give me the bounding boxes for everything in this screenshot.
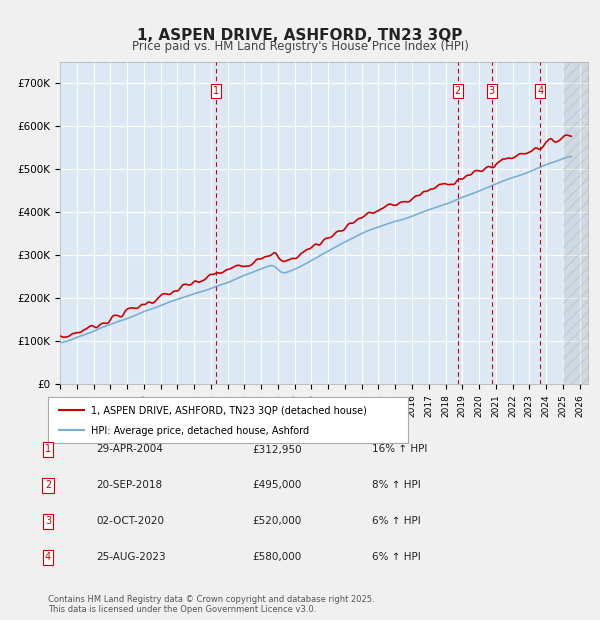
Text: £312,950: £312,950 [252,445,302,454]
Text: 16% ↑ HPI: 16% ↑ HPI [372,445,427,454]
Text: 2: 2 [45,480,51,490]
Text: 2: 2 [454,86,461,96]
Text: Price paid vs. HM Land Registry's House Price Index (HPI): Price paid vs. HM Land Registry's House … [131,40,469,53]
Text: 4: 4 [537,86,543,96]
Text: 1: 1 [214,86,220,96]
Text: HPI: Average price, detached house, Ashford: HPI: Average price, detached house, Ashf… [91,426,310,436]
Text: £495,000: £495,000 [252,480,301,490]
Text: 4: 4 [45,552,51,562]
Text: 1, ASPEN DRIVE, ASHFORD, TN23 3QP: 1, ASPEN DRIVE, ASHFORD, TN23 3QP [137,28,463,43]
Text: 1, ASPEN DRIVE, ASHFORD, TN23 3QP (detached house): 1, ASPEN DRIVE, ASHFORD, TN23 3QP (detac… [91,405,367,416]
Text: 29-APR-2004: 29-APR-2004 [96,445,163,454]
Text: 6% ↑ HPI: 6% ↑ HPI [372,552,421,562]
Text: This data is licensed under the Open Government Licence v3.0.: This data is licensed under the Open Gov… [48,604,316,614]
Bar [563,62,588,384]
Text: Contains HM Land Registry data © Crown copyright and database right 2025.: Contains HM Land Registry data © Crown c… [48,595,374,604]
Text: 3: 3 [45,516,51,526]
Text: 6% ↑ HPI: 6% ↑ HPI [372,516,421,526]
Text: £580,000: £580,000 [252,552,301,562]
Text: 02-OCT-2020: 02-OCT-2020 [96,516,164,526]
Text: 1: 1 [45,445,51,454]
Text: 3: 3 [488,86,494,96]
Text: 20-SEP-2018: 20-SEP-2018 [96,480,162,490]
Text: 25-AUG-2023: 25-AUG-2023 [96,552,166,562]
Text: £520,000: £520,000 [252,516,301,526]
Text: 8% ↑ HPI: 8% ↑ HPI [372,480,421,490]
